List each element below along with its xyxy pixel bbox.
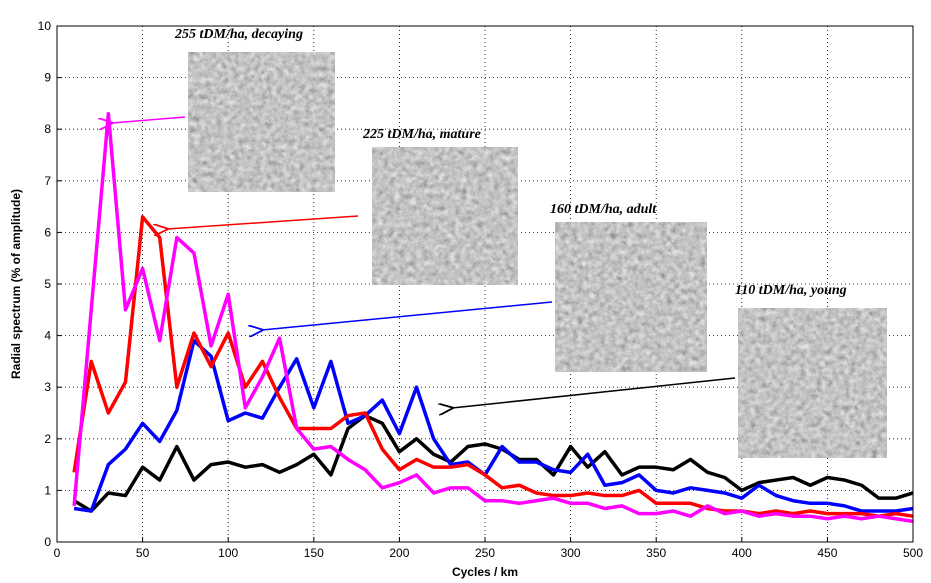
y-tick-label: 6	[44, 225, 51, 239]
x-tick-label: 100	[218, 546, 238, 560]
x-tick-label: 50	[136, 546, 150, 560]
annotation-label: 160 tDM/ha, adult	[550, 202, 657, 217]
annotation-label: 110 tDM/ha, young	[735, 283, 847, 298]
y-tick-label: 1	[44, 483, 51, 497]
x-tick-label: 250	[475, 546, 495, 560]
y-tick-label: 0	[44, 535, 51, 549]
annotation-arrow	[112, 116, 186, 123]
x-tick-label: 0	[54, 546, 61, 560]
y-axis-label: Radial spectrum (% of amplitude)	[9, 189, 23, 379]
annotation-arrow	[262, 301, 553, 330]
data-line	[72, 215, 914, 518]
annotation-label: 225 tDM/ha, mature	[362, 127, 481, 142]
y-tick-label: 7	[44, 174, 51, 188]
data-line	[73, 413, 914, 513]
y-tick-label: 5	[44, 277, 51, 291]
x-tick-label: 450	[817, 546, 837, 560]
y-tick-label: 10	[38, 19, 52, 33]
plot-border	[56, 25, 914, 543]
x-axis-label: Cycles / km	[452, 565, 518, 579]
x-tick-label: 500	[903, 546, 923, 560]
y-tick-label: 9	[44, 71, 51, 85]
x-tick-label: 150	[304, 546, 324, 560]
y-tick-label: 4	[44, 329, 51, 343]
x-tick-label: 350	[646, 546, 666, 560]
annotation-arrow	[167, 215, 359, 229]
sample-image	[371, 146, 519, 286]
x-tick-label: 400	[732, 546, 752, 560]
annotation-arrow	[452, 377, 736, 408]
x-tick-label: 300	[561, 546, 581, 560]
y-tick-label: 8	[44, 122, 51, 136]
sample-image	[737, 307, 888, 459]
y-tick-label: 3	[44, 380, 51, 394]
data-line	[73, 339, 914, 513]
annotation-label: 255 tDM/ha, decaying	[174, 27, 303, 42]
x-tick-label: 200	[389, 546, 409, 560]
y-tick-label: 2	[44, 432, 51, 446]
data-line	[72, 111, 914, 524]
sample-image	[187, 51, 336, 193]
sample-image	[554, 221, 708, 373]
